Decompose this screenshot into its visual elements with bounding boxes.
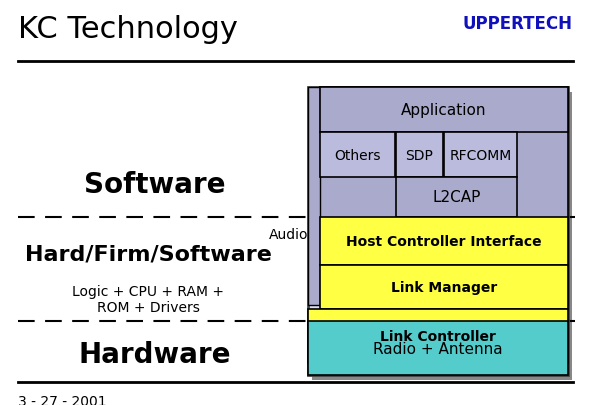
Text: Link Manager: Link Manager [391, 280, 497, 294]
Bar [320, 133, 395, 177]
Text: Host Controller Interface: Host Controller Interface [346, 234, 542, 248]
Text: UPPERTECH: UPPERTECH [463, 15, 573, 33]
Text: Application: Application [401, 103, 487, 118]
Text: Others: Others [335, 148, 381, 162]
Text: Link Controller: Link Controller [380, 329, 496, 343]
Text: Radio + Antenna: Radio + Antenna [373, 341, 503, 356]
Bar [320, 88, 568, 305]
Text: Hardware: Hardware [79, 340, 231, 368]
Bar [396, 133, 443, 177]
Bar [320, 265, 568, 309]
Text: L2CAP: L2CAP [432, 190, 480, 205]
Bar [320, 217, 568, 265]
Bar [312, 93, 572, 380]
Bar [308, 88, 320, 305]
Text: Logic + CPU + RAM +
ROM + Drivers: Logic + CPU + RAM + ROM + Drivers [72, 284, 224, 314]
Bar [308, 88, 568, 375]
Bar [444, 133, 517, 177]
Bar [308, 321, 568, 375]
Text: 3 - 27 - 2001: 3 - 27 - 2001 [18, 394, 106, 405]
Text: Software: Software [85, 171, 226, 198]
Bar [396, 177, 517, 217]
Text: RFCOMM: RFCOMM [449, 148, 512, 162]
Text: Audio: Audio [268, 228, 308, 241]
Bar [308, 309, 568, 363]
Text: SDP: SDP [405, 148, 433, 162]
Bar [320, 88, 568, 133]
Text: KC Technology: KC Technology [18, 15, 238, 44]
Text: Hard/Firm/Software: Hard/Firm/Software [25, 244, 271, 264]
